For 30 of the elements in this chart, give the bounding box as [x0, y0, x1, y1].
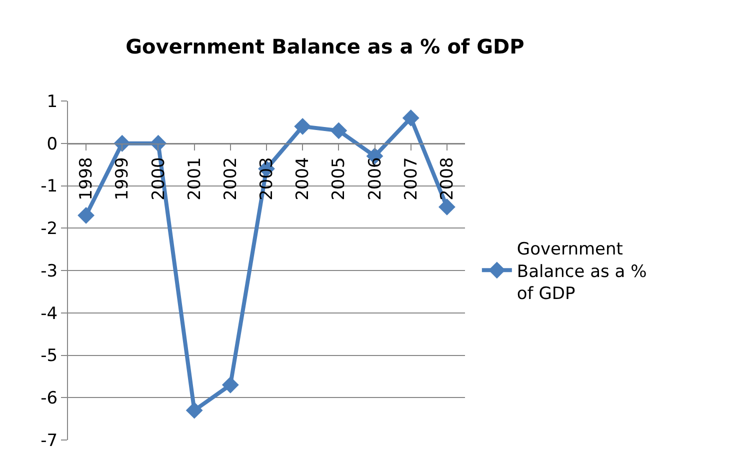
legend-label: Government Balance as a % of GDP	[516, 240, 647, 304]
point	[294, 118, 312, 135]
x-tick-label: 2007	[401, 157, 422, 200]
y-tick-label: -7	[40, 430, 58, 451]
point	[330, 122, 348, 140]
y-tick-label: -3	[40, 261, 58, 282]
y-tick-label: -4	[40, 304, 58, 324]
y-tick-label: -2	[40, 219, 58, 240]
chart-title: Government Balance as a % of GDP	[126, 34, 524, 59]
x-tick-label: 2001	[184, 157, 205, 200]
x-tick-label: 2000	[148, 157, 169, 200]
point	[186, 402, 203, 419]
point	[222, 376, 239, 394]
point	[438, 198, 456, 216]
y-tick-label: -1	[40, 176, 58, 197]
x-tick-label: 2003	[257, 157, 278, 200]
point	[150, 134, 167, 152]
y-tick-label: -5	[40, 346, 58, 366]
y-tick-label: 1	[46, 92, 58, 112]
x-tick-label: 2004	[293, 157, 314, 200]
x-tick-label: 1999	[112, 157, 133, 200]
x-tick-label: 1998	[76, 157, 97, 200]
point	[78, 206, 94, 224]
y-tick-label: 0	[46, 134, 58, 154]
x-tick-label: 2008	[437, 157, 458, 200]
point	[402, 110, 420, 126]
y-tick-label: -6	[40, 388, 58, 409]
x-tick-label: 2005	[329, 157, 350, 200]
x-tick-label: 2006	[365, 157, 386, 200]
x-tick-label: 2002	[220, 157, 241, 200]
